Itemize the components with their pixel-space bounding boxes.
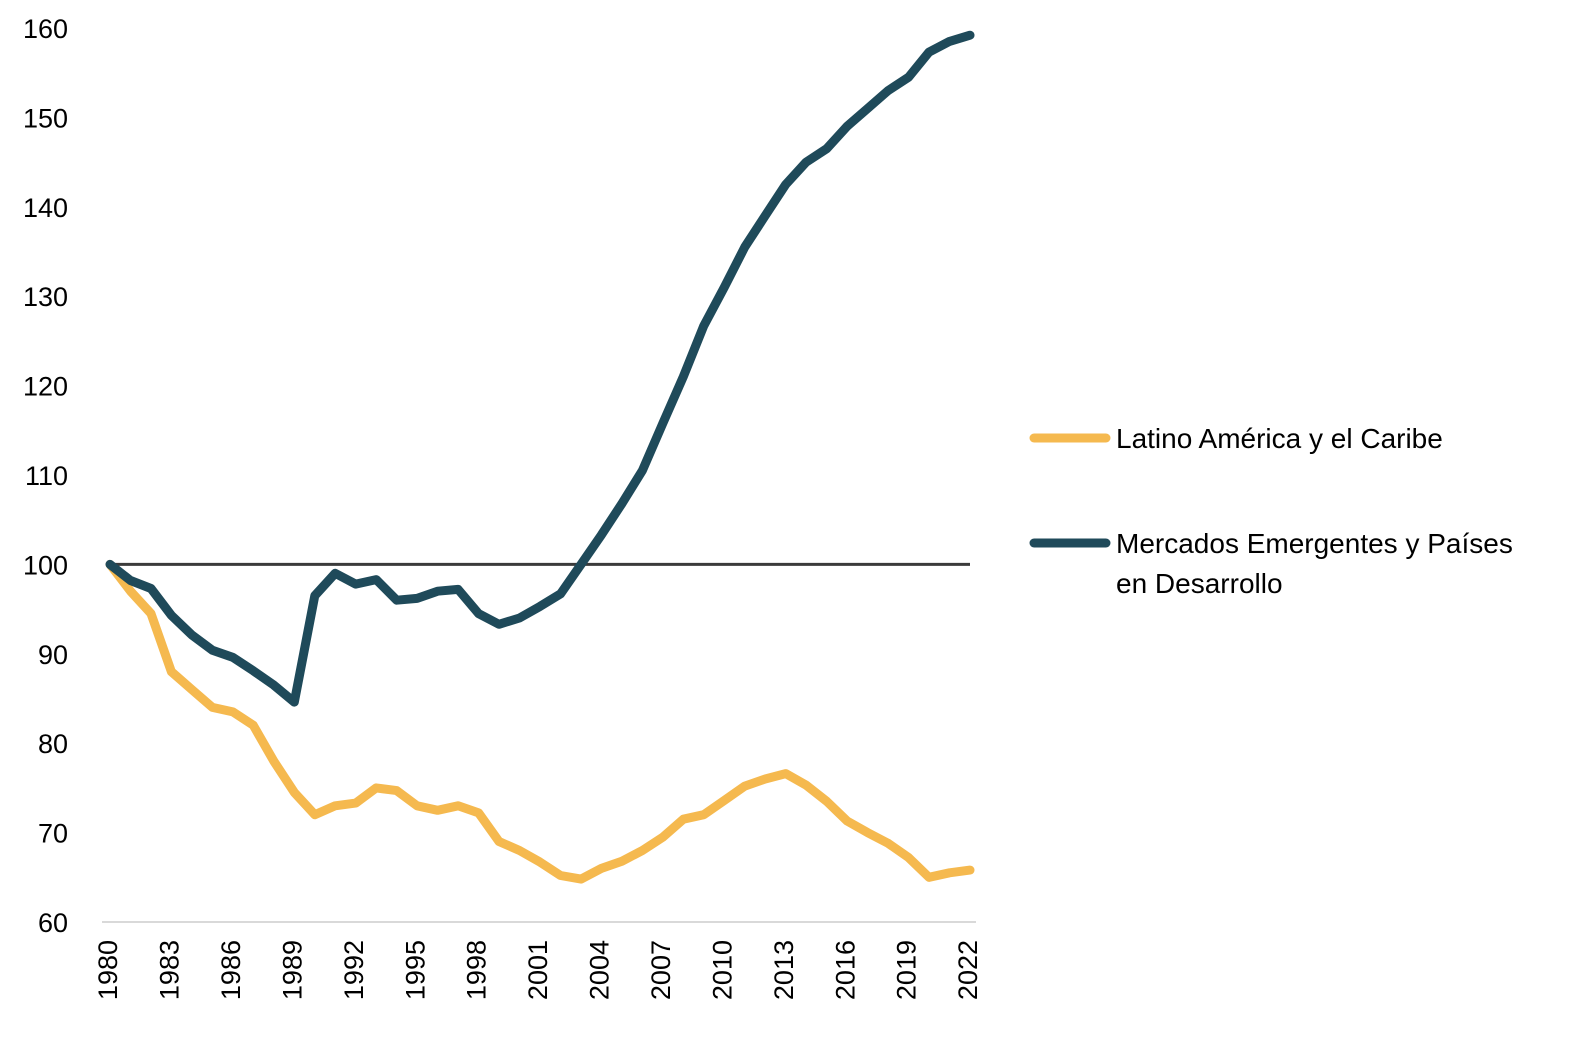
x-tick-label: 1998 [462,940,492,1000]
legend: Latino América y el Caribe Mercados Emerg… [1029,423,1513,599]
y-tick-label: 100 [23,550,68,580]
x-tick-label: 2001 [523,940,553,1000]
y-tick-label: 160 [23,14,68,44]
y-tick-label: 150 [23,103,68,133]
x-tick-label: 1980 [93,940,123,1000]
x-tick-label: 2016 [830,940,860,1000]
series-line-2 [105,30,975,707]
legend-label-1: Latino América y el Caribe [1116,423,1443,454]
x-tick-label: 2010 [707,940,737,1000]
y-tick-label: 80 [38,729,68,759]
legend-label-2: Mercados Emergentes y Países [1116,528,1513,559]
y-tick-label: 120 [23,372,68,402]
x-tick-label: 2007 [646,940,676,1000]
x-tick-label: 2004 [585,940,615,1000]
y-axis-tick-labels: 60 70 80 90 100 110 120 130 140 150 160 [23,14,68,938]
y-tick-label: 110 [25,461,68,491]
legend-label-2-line2: en Desarrollo [1116,568,1283,599]
x-tick-label: 1983 [155,940,185,1000]
y-tick-label: 60 [38,908,68,938]
x-tick-label: 1995 [400,940,430,1000]
x-tick-label: 2019 [892,940,922,1000]
y-tick-label: 130 [23,282,68,312]
series-lines [105,30,975,884]
y-tick-label: 70 [38,819,68,849]
x-axis-tick-labels: 1980 1983 1986 1989 1992 1995 1998 2001 2004 2007… [93,940,983,1000]
series-line-1 [105,559,975,884]
x-tick-label: 1992 [339,940,369,1000]
x-tick-label: 2022 [953,940,983,1000]
y-tick-label: 90 [38,640,68,670]
x-tick-label: 1986 [216,940,246,1000]
x-tick-label: 2013 [769,940,799,1000]
y-tick-label: 140 [23,193,68,223]
x-tick-label: 1989 [277,940,307,1000]
